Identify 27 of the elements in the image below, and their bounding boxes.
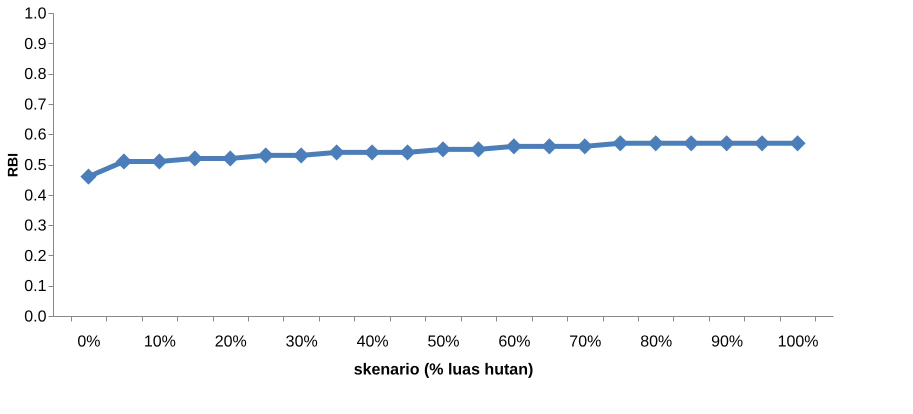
x-tick-label: 10% <box>144 334 176 350</box>
y-tick-label: 1.0 <box>24 6 47 22</box>
x-tick-label: 50% <box>427 334 460 350</box>
x-tick-label: 20% <box>214 334 247 350</box>
x-tick-label: 30% <box>286 334 318 350</box>
x-tick-label: 70% <box>569 334 602 350</box>
y-tick-label: 0.8 <box>24 66 47 84</box>
y-axis-title: RBI <box>4 152 20 178</box>
point <box>506 138 522 154</box>
x-tick-label: 90% <box>711 334 744 350</box>
x-tick-label: 0% <box>77 334 101 350</box>
y-tick-label: 0.5 <box>24 157 47 174</box>
point <box>80 168 97 185</box>
y-tick-label: 0.0 <box>24 308 47 326</box>
x-tick-label: 60% <box>498 334 530 350</box>
y-tick-label: 0.2 <box>24 248 47 265</box>
y-tick-label: 0.3 <box>24 218 47 235</box>
y-tick-label: 0.4 <box>24 187 47 204</box>
x-tick-label: 40% <box>356 334 389 350</box>
y-tick-label: 0.7 <box>24 96 47 114</box>
x-axis-title: skenario (% luas hutan) <box>354 362 534 378</box>
x-tick-label: 80% <box>640 334 672 350</box>
y-tick-label: 0.1 <box>24 278 47 296</box>
y-tick-label: 0.6 <box>24 126 47 144</box>
x-tick-label: 100% <box>778 334 819 350</box>
point <box>293 147 310 164</box>
y-tick-label: 0.9 <box>24 36 47 53</box>
